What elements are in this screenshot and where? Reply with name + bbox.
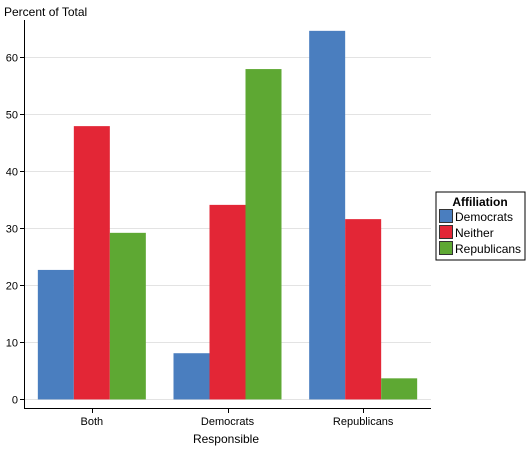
bars [37,30,418,400]
y-tick-label: 10 [6,338,18,350]
legend-items: Democrats Neither Republicans [439,209,521,256]
y-tick-label: 60 [6,53,18,65]
x-tick-label: Both [81,416,104,428]
y-tick-label: 0 [12,395,18,407]
x-axis-ticks: Both Democrats Republicans [81,408,394,428]
bar-neither-republicans [345,219,382,400]
y-tick-label: 50 [6,110,18,122]
legend-label: Republicans [455,242,521,256]
y-tick-label: 40 [6,167,18,179]
bar-republicans-both [109,232,146,400]
legend-swatch [439,225,453,239]
bar-republicans-republicans [381,378,418,400]
legend-label: Neither [455,226,494,240]
legend-swatch [439,241,453,255]
legend-swatch [439,209,453,223]
y-tick-label: 20 [6,281,18,293]
x-tick-label: Democrats [201,416,255,428]
x-axis-title: Responsible [193,432,259,446]
bar-democrats-republicans [309,30,346,400]
bar-neither-both [73,126,110,400]
bar-democrats-democrats [173,353,210,400]
x-tick-label: Republicans [333,416,394,428]
legend-title: Affiliation [452,195,507,209]
legend: Affiliation Democrats Neither Republicans [435,191,526,261]
legend-label: Democrats [455,210,513,224]
y-tick-label: 30 [6,224,18,236]
y-axis-ticks: 0 10 20 30 40 50 60 [6,53,24,407]
y-axis-title: Percent of Total [4,5,87,19]
bar-republicans-democrats [245,69,282,400]
bar-neither-democrats [209,204,246,400]
bar-democrats-both [37,269,74,400]
